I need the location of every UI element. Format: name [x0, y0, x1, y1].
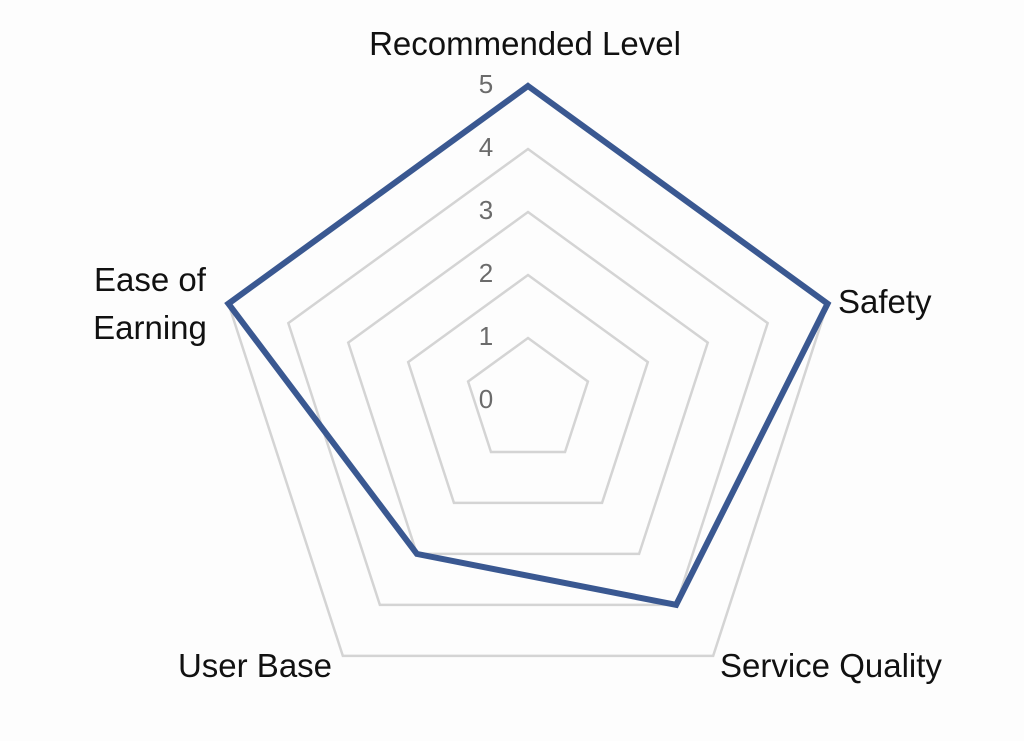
r-tick-label: 2	[479, 258, 493, 288]
r-tick-label: 5	[479, 69, 493, 99]
category-label: User Base	[177, 647, 333, 684]
data-polygon	[224, 82, 832, 609]
grid-ring	[286, 147, 770, 607]
r-tick-label: 4	[479, 132, 493, 162]
r-tick-label: 3	[479, 195, 493, 225]
category-label: Service Quality	[720, 647, 942, 684]
r-tick-label: 0	[479, 384, 493, 414]
grid-ring	[466, 336, 590, 454]
grid-ring	[346, 210, 710, 556]
category-label: Safety	[838, 283, 932, 320]
category-label: Ease of Earning	[93, 261, 207, 346]
grid-ring	[406, 273, 650, 505]
grid-ring	[226, 84, 830, 658]
r-tick-label: 1	[479, 321, 493, 351]
category-label: Recommended Level	[369, 25, 681, 62]
